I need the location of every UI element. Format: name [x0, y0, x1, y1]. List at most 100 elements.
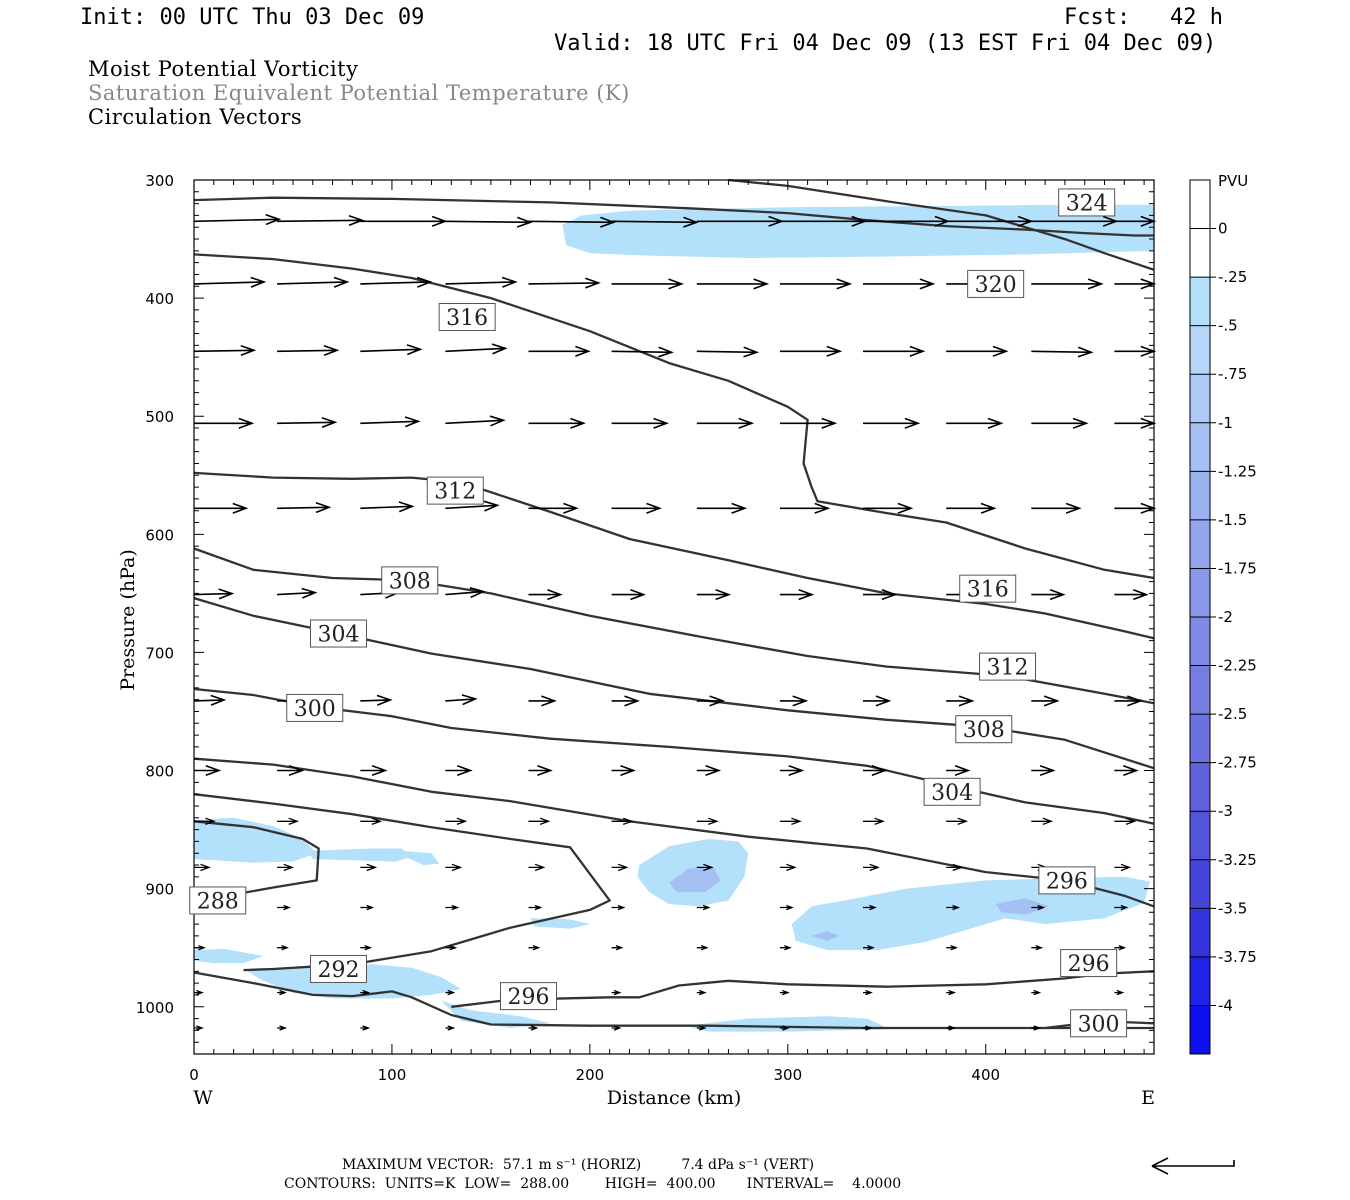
- vector-109: [277, 863, 294, 872]
- vector-4: [528, 216, 616, 228]
- title-mpv: Moist Potential Vorticity: [88, 57, 359, 81]
- vector-125: [611, 904, 626, 911]
- vector-88: [528, 764, 553, 777]
- vector-165: [946, 1025, 957, 1031]
- vector-50: [360, 501, 415, 513]
- vector-66: [696, 589, 732, 601]
- title-vectors: Circulation Vectors: [88, 105, 303, 129]
- x-tick-label-3: 300: [773, 1066, 802, 1084]
- vector-137: [611, 944, 624, 951]
- vector-110: [360, 863, 378, 872]
- contour-label-layer: 324 320 316 312 316 308 304 312 300 308 304 296 288 2…: [189, 188, 1128, 1038]
- vector-146: [360, 989, 371, 996]
- vector-35: [1114, 345, 1157, 357]
- vector-89: [611, 764, 636, 777]
- vector-9: [946, 215, 1034, 227]
- colorbar: PVU 0 -.25 -.5 -.75 -1 -1.25 -1.5 -1.75 -2 -2.25 -2…: [1189, 172, 1257, 1055]
- vector-3: [445, 216, 533, 228]
- vector-111: [445, 863, 463, 872]
- contour-label-9: 308: [963, 718, 1005, 743]
- contour-label-box-1: [967, 269, 1025, 298]
- vector-143: [1114, 944, 1127, 951]
- contour-label-box-16: [1070, 1009, 1128, 1038]
- mpv-fill-12: [995, 898, 1050, 915]
- vector-140: [863, 944, 875, 951]
- vector-151: [779, 989, 790, 996]
- vector-147: [445, 989, 456, 996]
- tick-marks: [193, 179, 1154, 1055]
- y-tick-label-4: 700: [145, 644, 174, 662]
- x-tick-label-2: 200: [576, 1066, 605, 1084]
- vector-91: [779, 764, 805, 777]
- vector-122: [360, 904, 375, 911]
- vector-114: [696, 863, 714, 872]
- vector-141: [946, 944, 959, 951]
- y-tick-label-5: 800: [145, 763, 174, 781]
- colorbar-label-0: 0: [1218, 220, 1228, 238]
- colorbar-segment-4: [1190, 374, 1210, 423]
- vector-76: [528, 695, 557, 707]
- y-tick-label-7: 1000: [136, 999, 174, 1017]
- vector-43: [779, 417, 838, 429]
- colorbar-segment-9: [1190, 617, 1210, 666]
- x-axis-label: Distance (km): [607, 1087, 742, 1109]
- vector-97: [277, 817, 299, 826]
- contour-label-5: 308: [389, 569, 431, 594]
- colorbar-segment-17: [1190, 1005, 1210, 1054]
- colorbar-segment-12: [1190, 762, 1210, 812]
- vector-159: [445, 1025, 456, 1031]
- contour-label-0: 324: [1066, 191, 1108, 216]
- vector-74: [360, 694, 393, 706]
- contour-label-box-12: [189, 886, 247, 915]
- mpv-fill-2: [308, 848, 412, 862]
- vector-104: [863, 817, 885, 826]
- contour-label-box-0: [1058, 188, 1116, 217]
- vector-129: [946, 904, 961, 911]
- contour-label-14: 296: [1068, 952, 1110, 977]
- vector-72: [193, 694, 227, 706]
- vector-144: [194, 989, 204, 996]
- colorbar-segment-11: [1190, 714, 1210, 763]
- vector-77: [611, 695, 640, 707]
- vector-121: [277, 904, 291, 911]
- vector-99: [445, 817, 468, 826]
- colorbar-unit: PVU: [1218, 172, 1248, 190]
- mpv-fill-5: [530, 918, 590, 929]
- vector-45: [946, 417, 1004, 429]
- colorbar-label-15: -3.75: [1218, 948, 1257, 966]
- vector-17: [611, 278, 684, 290]
- contour-label-3: 312: [434, 480, 476, 505]
- vector-48: [194, 502, 249, 514]
- x-end-label-east: E: [1141, 1087, 1155, 1109]
- y-tick-label-6: 900: [145, 881, 174, 899]
- vector-117: [946, 863, 964, 872]
- theta-contour-3: [193, 471, 1155, 640]
- colorbar-label-5: -1.25: [1218, 462, 1257, 480]
- vector-100: [528, 817, 551, 826]
- vector-41: [611, 417, 669, 429]
- vector-12: [193, 276, 267, 288]
- vector-103: [779, 817, 802, 826]
- contour-label-box-8: [286, 693, 344, 722]
- vector-59: [1114, 502, 1157, 514]
- colorbar-label-14: -3.5: [1218, 899, 1247, 917]
- theta-contour-0: [193, 196, 1154, 237]
- contour-label-11: 296: [1046, 869, 1088, 894]
- vector-65: [611, 589, 646, 601]
- vector-46: [1031, 417, 1089, 429]
- vector-30: [696, 346, 760, 358]
- contour-label-7: 312: [987, 656, 1029, 681]
- vector-79: [779, 695, 809, 707]
- vector-123: [445, 904, 460, 911]
- vector-54: [696, 502, 748, 514]
- vector-127: [779, 904, 794, 911]
- vector-80: [863, 695, 892, 707]
- vector-27: [445, 343, 508, 355]
- vector-107: [1114, 817, 1137, 826]
- vector-152: [863, 989, 873, 996]
- vector-42: [696, 417, 755, 429]
- vector-86: [360, 764, 388, 777]
- plot-frame: [193, 179, 1155, 1055]
- vector-153: [946, 989, 957, 996]
- contour-label-box-11: [1038, 866, 1096, 895]
